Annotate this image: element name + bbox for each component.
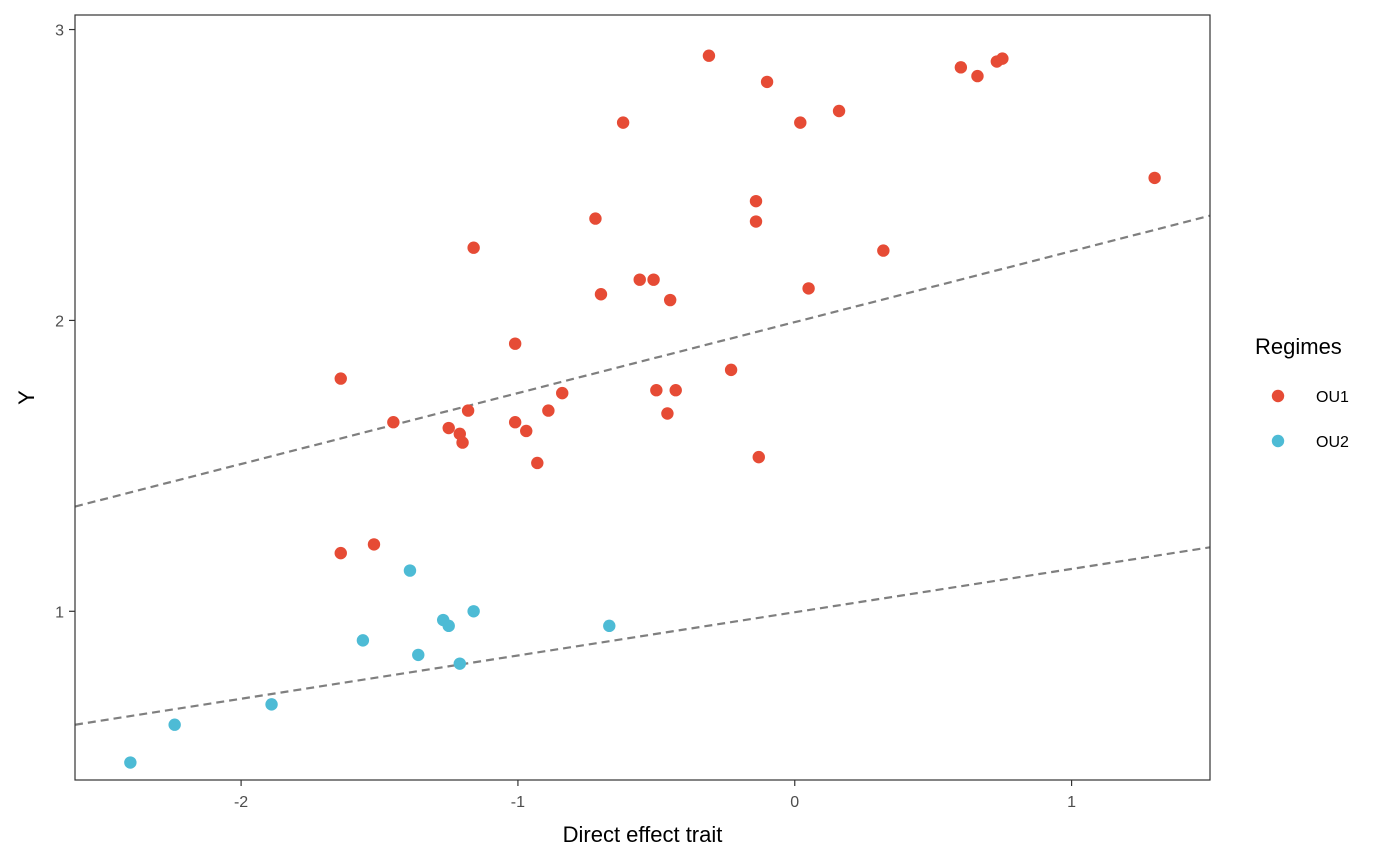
point-ou1-33 — [520, 424, 533, 438]
point-ou1-11 — [749, 194, 763, 208]
point-ou1-30 — [387, 416, 400, 429]
plot-area — [75, 15, 1210, 780]
point-ou2-6 — [356, 634, 370, 647]
point-ou1-10 — [1148, 171, 1161, 185]
x-axis-title: Direct effect trait — [563, 822, 723, 847]
plot-panel — [75, 15, 1210, 780]
point-ou1-8 — [794, 116, 807, 129]
point-ou2-8 — [453, 657, 466, 670]
point-ou1-39 — [334, 546, 347, 560]
x-tick-label: -2 — [234, 794, 248, 811]
axes: -2 -1 0 1 1 2 3 — [55, 14, 1211, 811]
point-ou2-9 — [265, 698, 278, 711]
point-ou1-16 — [633, 273, 646, 286]
legend-title: Regimes — [1255, 334, 1342, 359]
point-ou1-21 — [508, 337, 522, 350]
point-ou1-15 — [877, 244, 890, 257]
point-ou1-17 — [647, 273, 660, 286]
point-ou1-7 — [616, 116, 630, 129]
point-ou2-5 — [442, 619, 455, 633]
legend-key-ou1 — [1271, 389, 1285, 403]
point-ou2-4 — [603, 619, 616, 633]
point-ou1-9 — [832, 104, 846, 118]
point-ou2-1 — [403, 564, 417, 577]
point-ou1-2 — [760, 75, 774, 89]
point-ou1-29 — [661, 407, 674, 420]
y-axis-title: Y — [14, 390, 39, 405]
point-ou1-32 — [442, 421, 455, 435]
point-ou1-24 — [650, 384, 663, 397]
point-ou1-27 — [461, 404, 475, 417]
legend-label-ou2: OU2 — [1316, 434, 1349, 451]
reference-line-2 — [75, 546, 1210, 726]
point-ou1-4 — [971, 69, 984, 83]
point-ou1-37 — [752, 450, 765, 464]
point-ou1-6 — [996, 52, 1009, 65]
x-tick-label: 0 — [790, 794, 799, 811]
point-ou1-20 — [663, 293, 677, 307]
point-ou1-25 — [669, 384, 682, 397]
point-ou2-2 — [467, 605, 480, 618]
legend-label-ou1: OU1 — [1316, 389, 1349, 406]
y-tick-label: 3 — [55, 23, 64, 40]
y-tick-label: 2 — [55, 313, 64, 330]
x-tick-label: -1 — [511, 794, 525, 811]
point-ou1-14 — [467, 241, 480, 254]
point-ou1-31 — [508, 416, 522, 429]
point-ou1-3 — [954, 61, 968, 74]
legend-key-ou2 — [1271, 434, 1285, 448]
y-tick-label: 1 — [55, 604, 64, 621]
legend: Regimes OU1 OU2 — [1255, 334, 1349, 451]
point-ou1-23 — [334, 372, 347, 385]
point-ou1-1 — [702, 49, 716, 62]
reference-line-1 — [75, 214, 1210, 508]
point-ou1-36 — [531, 456, 544, 470]
point-ou1-28 — [542, 404, 555, 417]
point-ou2-11 — [124, 756, 137, 769]
point-ou2-10 — [168, 718, 181, 731]
point-ou1-38 — [367, 538, 381, 551]
point-ou1-19 — [594, 288, 608, 301]
point-ou1-35 — [456, 436, 469, 449]
point-ou1-18 — [802, 282, 815, 295]
point-ou1-22 — [724, 363, 738, 377]
point-ou1-13 — [749, 215, 763, 228]
point-ou1-26 — [556, 386, 569, 400]
point-ou1-12 — [589, 212, 602, 225]
x-tick-label: 1 — [1067, 794, 1076, 811]
panel-border — [74, 14, 1211, 781]
point-ou2-7 — [412, 648, 425, 662]
